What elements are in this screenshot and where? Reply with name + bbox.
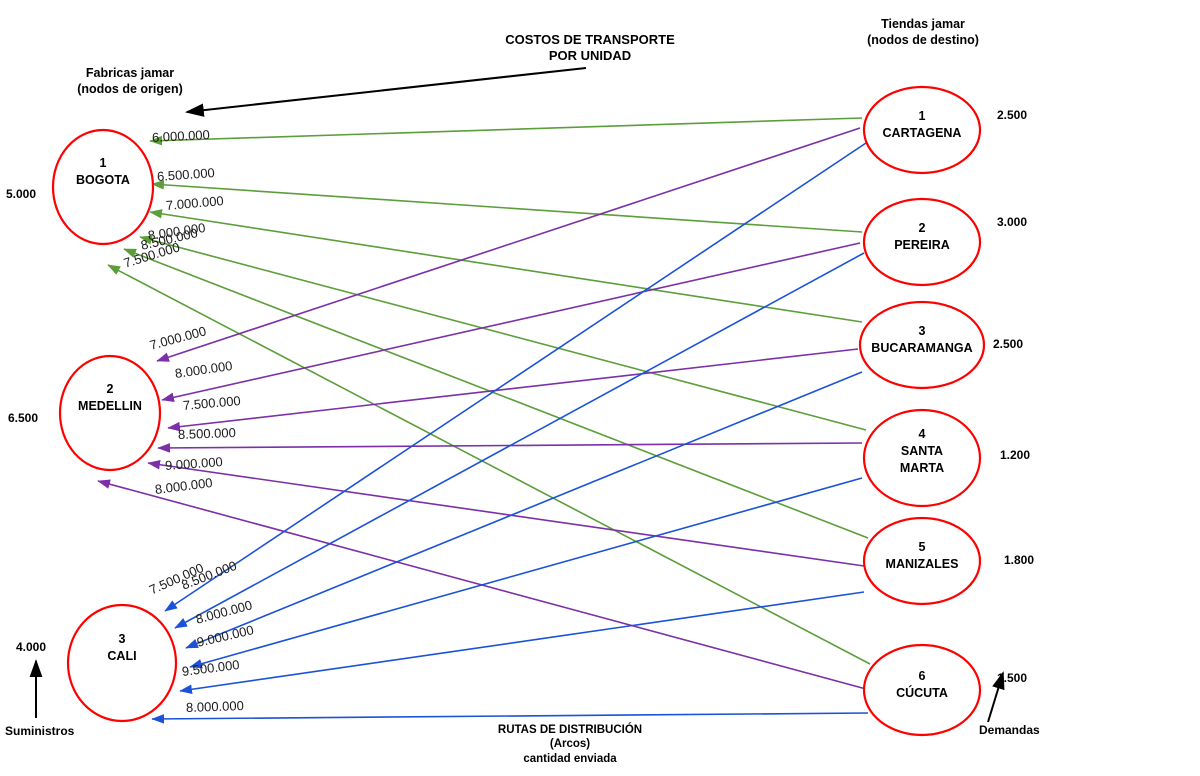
demand-value-bucaramanga: 2.500 — [993, 337, 1024, 351]
node-label-manizales: 5 MANIZALES — [864, 539, 980, 573]
node-cartagena[interactable] — [862, 85, 982, 175]
arc-medellin-manizales — [147, 459, 865, 567]
costos-annotation-arrow — [184, 66, 587, 117]
node-label-pereira: 2 PEREIRA — [864, 220, 980, 254]
node-index-bogota: 1 — [99, 156, 107, 170]
arc-cali-pereira — [174, 252, 865, 629]
diagram-top-title: COSTOS DE TRANSPORTE POR UNIDAD — [430, 32, 750, 65]
node-index-manizales: 5 — [918, 540, 926, 554]
node-index-bucaramanga: 3 — [918, 324, 926, 338]
origins-header-line1: Fabricas jamar — [85, 66, 175, 80]
node-name-cartagena: CARTAGENA — [882, 125, 962, 140]
demand-value-manizales: 1.800 — [1004, 553, 1035, 567]
node-label-medellin: 2 MEDELLIN — [56, 381, 164, 415]
node-label-bucaramanga: 3 BUCARAMANGA — [860, 323, 984, 357]
node-pereira[interactable] — [862, 197, 982, 287]
node-index-santamarta: 4 — [918, 427, 926, 441]
arc-cali-bucaramanga — [185, 371, 863, 649]
node-name-cali: CALI — [107, 648, 137, 663]
node-cali[interactable] — [66, 603, 178, 723]
node-name-bogota: BOGOTA — [76, 172, 130, 187]
demand-value-cartagena: 2.500 — [997, 108, 1028, 122]
demand-value-cucuta: 1.500 — [997, 671, 1028, 685]
demandas-axis-label: Demandas — [979, 723, 1040, 737]
node-medellin[interactable] — [58, 354, 162, 472]
node-label-santamarta: 4 SANTA MARTA — [864, 426, 980, 477]
diagram-bottom-title: RUTAS DE DISTRIBUCIÓN (Arcos) cantidad e… — [430, 723, 710, 766]
node-name-bucaramanga: BUCARAMANGA — [871, 340, 973, 355]
arc-cost-label: 8.000.000 — [185, 697, 245, 715]
node-label-bogota: 1 BOGOTA — [53, 155, 153, 189]
node-index-cucuta: 6 — [918, 669, 926, 683]
node-bucaramanga[interactable] — [858, 300, 986, 390]
demand-value-pereira: 3.000 — [997, 215, 1028, 229]
destinations-header: Tiendas jamar (nodos de destino) — [838, 17, 1008, 48]
node-index-pereira: 2 — [918, 221, 926, 235]
arc-cost-label: 6.000.000 — [151, 126, 211, 145]
node-bogota[interactable] — [51, 128, 155, 246]
node-label-cucuta: 6 CÚCUTA — [864, 668, 980, 702]
destination-nodes — [858, 85, 986, 737]
node-name-pereira: PEREIRA — [894, 237, 950, 252]
origin-nodes — [51, 128, 178, 723]
node-name-cucuta: CÚCUTA — [896, 685, 948, 700]
node-manizales[interactable] — [862, 516, 982, 606]
suministros-axis-label: Suministros — [5, 724, 75, 738]
destinations-header-line2: (nodos de destino) — [867, 32, 979, 47]
arc-medellin-cartagena — [156, 127, 861, 362]
node-index-cartagena: 1 — [918, 109, 926, 123]
node-label-cali: 3 CALI — [68, 631, 176, 665]
demand-value-santamarta: 1.200 — [1000, 448, 1031, 462]
node-santamarta[interactable] — [862, 408, 982, 508]
top-title-line2: POR UNIDAD — [548, 48, 632, 64]
node-name-santamarta-line2: MARTA — [899, 460, 945, 475]
node-name-medellin: MEDELLIN — [78, 398, 142, 413]
supply-value-bogota: 5.000 — [6, 187, 37, 201]
arc-cali-cucuta — [151, 712, 869, 724]
arc-bogota-pereira — [151, 180, 863, 233]
arc-cali-manizales — [179, 591, 865, 695]
bottom-title-line1: RUTAS DE DISTRIBUCIÓN — [497, 724, 643, 736]
arc-medellin-pereira — [161, 242, 861, 403]
origins-header-line2: (nodos de origen) — [77, 81, 183, 96]
origins-header: Fabricas jamar (nodos de origen) — [35, 66, 225, 97]
node-label-cartagena: 1 CARTAGENA — [864, 108, 980, 142]
supply-value-cali: 4.000 — [16, 640, 47, 654]
node-name-manizales: MANIZALES — [885, 556, 959, 571]
node-index-medellin: 2 — [106, 382, 114, 396]
arc-bogota-bucaramanga — [149, 209, 863, 323]
destinations-header-line1: Tiendas jamar — [881, 17, 965, 31]
arc-bogota-santamarta — [139, 235, 867, 431]
top-title-line1: COSTOS DE TRANSPORTE — [505, 32, 675, 47]
demandas-annotation-arrow — [987, 671, 1005, 723]
arc-bogota-cucuta — [107, 264, 871, 665]
bottom-title-line3: cantidad enviada — [523, 752, 617, 765]
arc-cost-label: 8.500.000 — [177, 424, 237, 442]
arc-bogota-manizales — [123, 248, 869, 539]
arc-group-cali — [151, 142, 869, 724]
arc-bogota-cartagena — [149, 117, 863, 146]
arc-cali-cartagena — [164, 142, 867, 612]
node-cucuta[interactable] — [862, 643, 982, 737]
supply-value-medellin: 6.500 — [8, 411, 39, 425]
node-index-cali: 3 — [118, 632, 126, 646]
arc-medellin-bucaramanga — [167, 348, 859, 432]
node-name-santamarta-line1: SANTA — [900, 443, 944, 458]
bottom-title-line2: (Arcos) — [549, 738, 591, 751]
arc-cali-santamarta — [189, 477, 863, 669]
